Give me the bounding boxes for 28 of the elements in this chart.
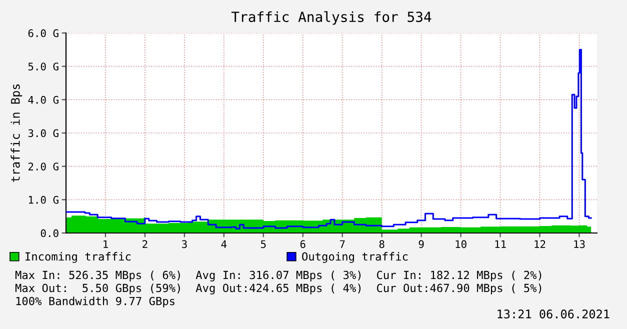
chart-title: Traffic Analysis for 534: [231, 11, 432, 25]
y-tick-label: 2.0 G: [28, 162, 58, 170]
y-tick-label: 3.0 G: [28, 129, 58, 138]
x-tick-label: 4: [221, 240, 227, 248]
x-tick-label: 13: [574, 240, 585, 248]
y-tick-label: 5.0 G: [28, 62, 58, 70]
y-tick-label: 1.0 G: [28, 196, 58, 204]
x-tick-label: 1: [104, 240, 108, 248]
legend-label: Outgoing traffic: [302, 252, 408, 263]
x-tick-label: 10: [456, 240, 466, 248]
text: 100% Bandwidth 9.77 GBps: [16, 296, 174, 308]
x-tick-label: 8: [379, 240, 384, 248]
y-tick-label: 6.0 G: [28, 29, 58, 38]
x-tick-label: 6: [300, 240, 306, 248]
x-tick-label: 12: [534, 240, 546, 248]
x-tick-label: 5: [260, 240, 266, 248]
text: Max Out: 5.50 GBps (59%) Avg Out:424.65 MBps ( 4%) Cur Out:467.90 MBps ( 5%): [15, 284, 542, 294]
y-tick-label: 0.0: [40, 229, 58, 238]
x-tick-label: 11: [495, 240, 506, 248]
x-tick-label: 2: [142, 240, 148, 248]
y-tick-label: 4.0 G: [28, 96, 58, 104]
legend-label: Incoming traffic: [26, 252, 131, 263]
x-tick-label: 7: [340, 240, 345, 248]
text: Max In: 526.35 MBps ( 6%) Avg In: 316.07 MBps ( 3%) Cur In: 182.12 MBps ( 2%): [15, 270, 542, 282]
x-tick-label: 9: [418, 240, 424, 248]
x-tick-label: 3: [182, 240, 187, 248]
text: 13:21 06.06.2021: [498, 310, 610, 318]
y-axis-title: traffic in Bps: [10, 84, 22, 182]
